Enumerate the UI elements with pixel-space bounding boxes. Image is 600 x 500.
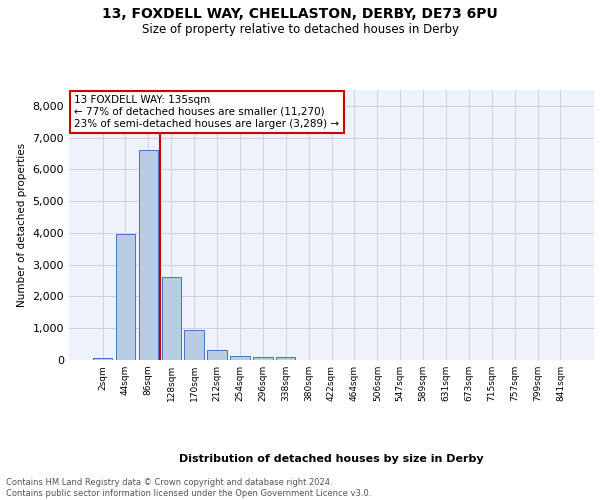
Bar <box>139 150 158 360</box>
Bar <box>208 350 227 360</box>
Bar <box>116 234 135 360</box>
Bar <box>184 330 204 360</box>
Bar <box>253 357 272 360</box>
Text: Contains HM Land Registry data © Crown copyright and database right 2024.
Contai: Contains HM Land Registry data © Crown c… <box>6 478 371 498</box>
Bar <box>93 358 112 360</box>
Bar <box>276 358 295 360</box>
Bar <box>161 277 181 360</box>
Text: 13, FOXDELL WAY, CHELLASTON, DERBY, DE73 6PU: 13, FOXDELL WAY, CHELLASTON, DERBY, DE73… <box>102 8 498 22</box>
Y-axis label: Number of detached properties: Number of detached properties <box>17 143 27 307</box>
X-axis label: Distribution of detached houses by size in Derby: Distribution of detached houses by size … <box>179 454 484 464</box>
Bar <box>230 356 250 360</box>
Text: 13 FOXDELL WAY: 135sqm
← 77% of detached houses are smaller (11,270)
23% of semi: 13 FOXDELL WAY: 135sqm ← 77% of detached… <box>74 96 340 128</box>
Text: Size of property relative to detached houses in Derby: Size of property relative to detached ho… <box>142 22 458 36</box>
